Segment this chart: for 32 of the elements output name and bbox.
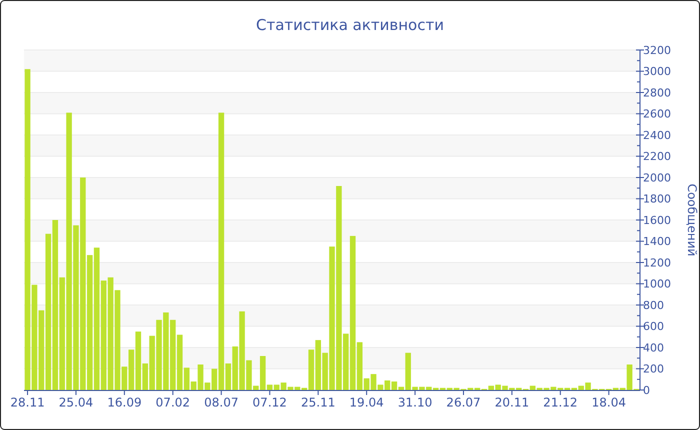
y-tick-label: 1600 [643, 214, 671, 227]
y-tick-label: 3000 [643, 65, 671, 78]
y-tick-label: 2200 [643, 150, 671, 164]
x-tick-label: 08.07 [204, 396, 238, 410]
y-tick-label: 2400 [643, 128, 671, 142]
y-tick-label: 2800 [643, 86, 671, 100]
y-tick-label: 2600 [643, 108, 671, 121]
y-tick-label: 1000 [643, 278, 671, 291]
x-tick-label: 07.12 [252, 396, 287, 410]
x-tick-label: 20.11 [494, 396, 530, 410]
y-tick-label: 800 [643, 298, 664, 312]
x-tick-label: 31.10 [398, 396, 432, 410]
y-tick-label: 200 [643, 362, 664, 376]
y-tick-label: 0 [643, 384, 650, 397]
y-tick-label: 2000 [643, 171, 671, 184]
y-tick-label: 400 [643, 341, 664, 354]
x-tick-label: 21.12 [543, 396, 578, 410]
y-tick-label: 1400 [643, 235, 671, 248]
x-tick-label: 25.04 [58, 396, 94, 410]
x-tick-label: 18.04 [592, 396, 626, 410]
y-tick-label: 1200 [643, 256, 671, 270]
y-tick-label: 1800 [643, 192, 671, 206]
y-axis-title: Сообщений [685, 184, 699, 256]
x-tick-label: 28.11 [10, 396, 45, 410]
x-tick-label: 16.09 [107, 396, 142, 410]
x-tick-label: 19.04 [349, 396, 384, 410]
chart-title: Статистика активности [256, 16, 444, 34]
x-tick-label: 25.11 [300, 396, 336, 410]
x-tick-label: 07.02 [156, 396, 190, 410]
y-tick-label: 3200 [643, 44, 671, 57]
x-tick-label: 26.07 [446, 396, 481, 410]
y-tick-label: 600 [643, 320, 664, 334]
